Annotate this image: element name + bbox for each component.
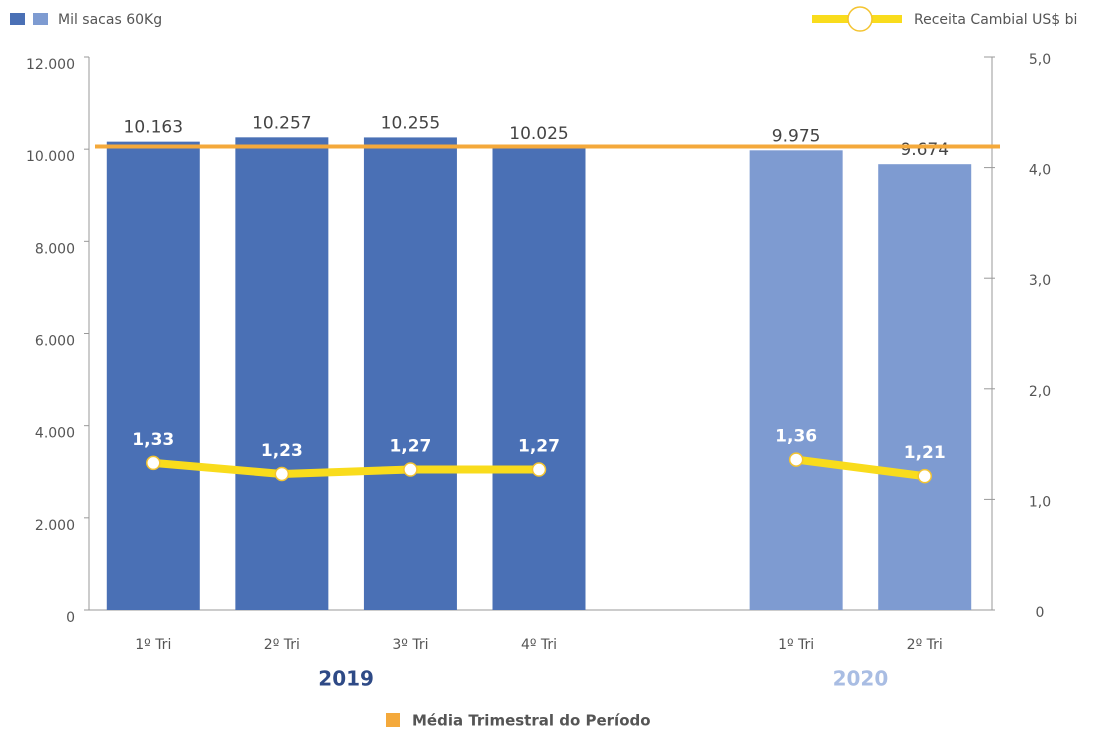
x-tick-label: 3º Tri bbox=[392, 637, 428, 653]
legend-swatch bbox=[33, 13, 48, 25]
bar bbox=[492, 148, 586, 610]
legend-label: Receita Cambial US$ bi bbox=[914, 12, 1077, 28]
bar-value-label: 9.975 bbox=[772, 126, 821, 146]
line-point bbox=[274, 466, 290, 482]
bar bbox=[235, 137, 329, 611]
bar-value-label: 9.674 bbox=[900, 140, 949, 160]
line-value-label: 1,21 bbox=[904, 443, 946, 463]
group-label: 2020 bbox=[833, 667, 889, 691]
x-tick-label: 2º Tri bbox=[907, 637, 943, 653]
legend-swatch bbox=[847, 6, 873, 32]
line-value-label: 1,23 bbox=[261, 441, 303, 461]
y2-tick-label: 5,0 bbox=[1029, 52, 1051, 68]
line-point bbox=[531, 462, 547, 477]
bar bbox=[363, 137, 457, 611]
y2-tick-label: 3,0 bbox=[1029, 273, 1051, 289]
y2-tick-label: 2,0 bbox=[1029, 384, 1051, 400]
x-tick-label: 1º Tri bbox=[778, 637, 814, 653]
legend-label: Mil sacas 60Kg bbox=[58, 12, 162, 28]
y-tick-label: 0 bbox=[66, 610, 75, 626]
bar bbox=[106, 141, 200, 610]
legend-swatch bbox=[386, 713, 400, 727]
y2-tick-label: 4,0 bbox=[1029, 163, 1051, 179]
y-tick-label: 6.000 bbox=[35, 334, 75, 350]
y-tick-label: 10.000 bbox=[26, 149, 75, 165]
bar-value-label: 10.163 bbox=[124, 118, 183, 138]
line-point bbox=[403, 462, 418, 477]
line-point bbox=[788, 452, 804, 467]
y-tick-label: 8.000 bbox=[35, 241, 75, 257]
bar-value-label: 10.025 bbox=[509, 124, 568, 144]
line-value-label: 1,33 bbox=[132, 430, 174, 450]
x-tick-label: 2º Tri bbox=[264, 637, 300, 653]
line-point bbox=[146, 455, 161, 471]
y2-tick-label: 0 bbox=[1036, 605, 1045, 621]
x-tick-label: 4º Tri bbox=[521, 637, 557, 653]
x-tick-label: 1º Tri bbox=[135, 637, 171, 653]
line-value-label: 1,36 bbox=[775, 427, 817, 447]
legend-label: Média Trimestral do Período bbox=[412, 712, 651, 730]
y-tick-label: 12.000 bbox=[26, 57, 75, 73]
line-value-label: 1,27 bbox=[389, 437, 431, 457]
y2-tick-label: 1,0 bbox=[1029, 494, 1051, 510]
y-tick-label: 2.000 bbox=[35, 518, 75, 534]
legend-swatch bbox=[10, 13, 25, 25]
bar-value-label: 10.255 bbox=[381, 113, 440, 133]
line bbox=[152, 455, 926, 481]
bar bbox=[878, 164, 972, 611]
bar-value-label: 10.257 bbox=[252, 113, 311, 133]
line-value-label: 1,27 bbox=[518, 437, 560, 457]
y-tick-label: 4.000 bbox=[35, 426, 75, 442]
group-label: 2019 bbox=[318, 667, 374, 691]
line-point bbox=[917, 468, 932, 484]
bar bbox=[749, 150, 843, 610]
